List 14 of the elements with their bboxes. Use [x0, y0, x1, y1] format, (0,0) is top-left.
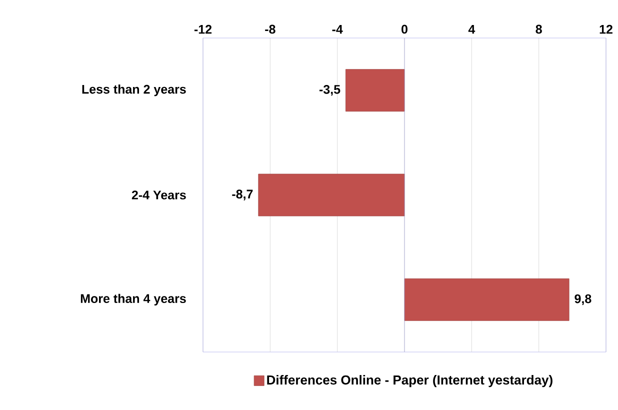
x-tick-label: -4: [332, 25, 343, 34]
x-tick-label: -8: [265, 24, 276, 34]
data-label: -3,5: [319, 85, 340, 96]
data-label: -8,7: [232, 190, 253, 200]
x-tick-label: 4: [468, 25, 476, 34]
y-tick-label: 2-4 Years: [132, 190, 186, 200]
data-label: 9,8: [574, 294, 592, 306]
legend-label: Differences Online - Paper (Internet yestarday): [267, 375, 552, 388]
x-tick-label: 0: [402, 24, 408, 34]
x-tick-label: 12: [600, 24, 612, 34]
y-tick-label: More than 4 years: [80, 294, 186, 306]
x-tick-label: 8: [536, 24, 542, 34]
y-tick-label: Less than 2 years: [82, 84, 186, 96]
x-tick-label: -12: [194, 24, 212, 34]
